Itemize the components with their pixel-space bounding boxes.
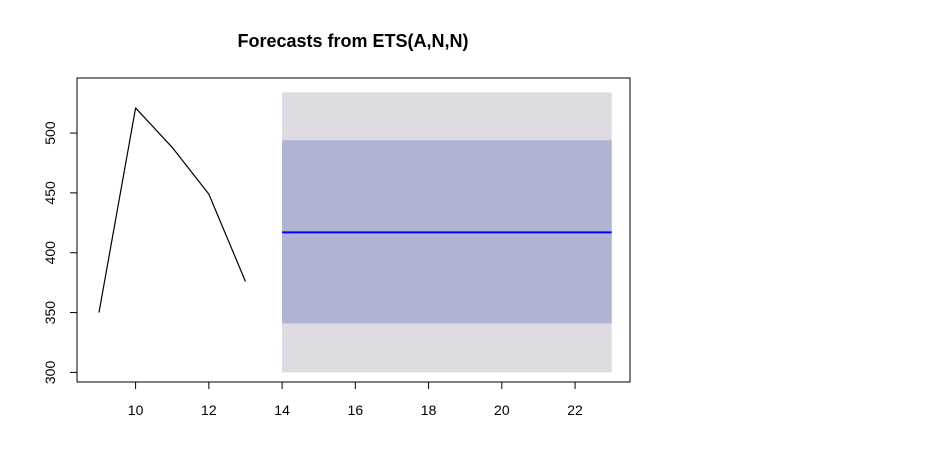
x-tick-label: 18 (421, 402, 437, 418)
y-tick-label: 300 (42, 361, 58, 385)
series-lines (98, 107, 612, 313)
y-tick-label: 350 (42, 301, 58, 325)
chart-title: Forecasts from ETS(A,N,N) (237, 31, 468, 51)
x-axis: 10 12 14 16 18 20 22 (128, 381, 583, 418)
x-tick-label: 16 (348, 402, 364, 418)
y-tick-label: 450 (42, 181, 58, 205)
x-tick-label: 22 (567, 402, 583, 418)
x-tick-label: 12 (201, 402, 217, 418)
y-axis: 300 350 400 450 500 (42, 121, 78, 385)
observed-line (98, 107, 247, 313)
x-tick-label: 14 (274, 402, 290, 418)
y-tick-label: 400 (42, 241, 58, 265)
x-tick-label: 10 (128, 402, 144, 418)
x-tick-label: 20 (494, 402, 510, 418)
y-tick-label: 500 (42, 121, 58, 145)
